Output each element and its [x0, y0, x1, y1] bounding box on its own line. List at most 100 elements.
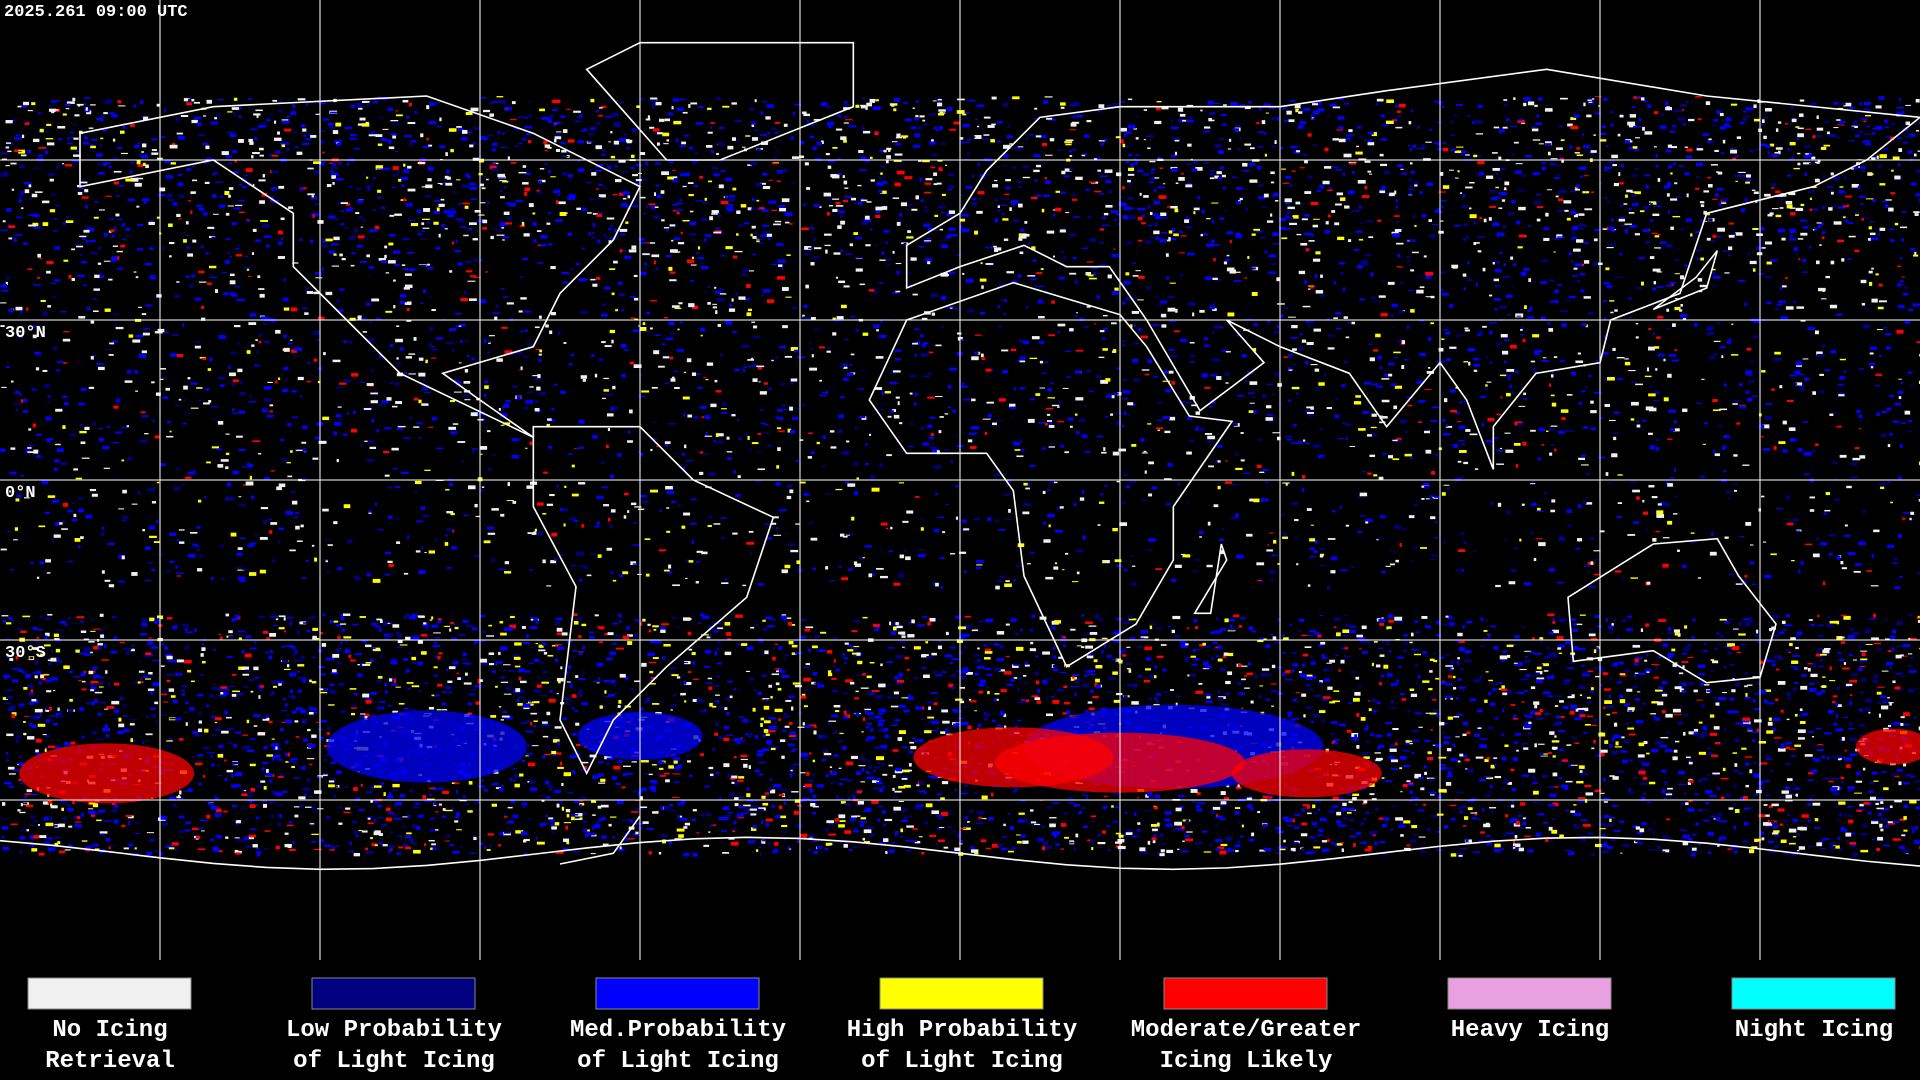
icing-pixel	[985, 368, 992, 372]
icing-pixel	[1771, 183, 1777, 187]
icing-pixel	[1586, 473, 1590, 475]
icing-pixel	[54, 279, 60, 282]
icing-pixel	[1483, 218, 1487, 223]
icing-pixel	[568, 174, 573, 178]
icing-pixel	[559, 212, 567, 216]
icing-pixel	[931, 139, 934, 143]
icing-pixel	[1074, 370, 1082, 373]
icing-pixel	[929, 436, 935, 440]
icing-pixel	[1822, 175, 1827, 178]
icing-pixel	[609, 329, 616, 334]
icing-pixel	[333, 431, 338, 436]
icing-pixel	[1839, 186, 1844, 188]
icing-pixel	[196, 204, 203, 207]
icing-pixel	[773, 534, 782, 536]
icing-pixel	[1916, 169, 1920, 174]
icing-pixel	[731, 102, 737, 105]
icing-pixel	[113, 181, 119, 185]
icing-pixel	[511, 438, 520, 442]
icing-pixel	[243, 175, 249, 177]
icing-pixel	[1047, 397, 1056, 399]
icing-pixel	[1062, 256, 1067, 260]
icing-pixel	[933, 126, 938, 130]
icing-pixel	[1809, 197, 1812, 200]
icing-pixel	[829, 430, 835, 433]
icing-pixel	[444, 175, 449, 179]
icing-pixel	[1135, 116, 1138, 118]
icing-pixel	[105, 195, 112, 197]
icing-pixel	[611, 112, 620, 117]
icing-pixel	[1267, 320, 1271, 323]
icing-pixel	[832, 332, 837, 336]
icing-pixel	[19, 164, 25, 168]
icing-pixel	[289, 549, 296, 552]
icing-pixel	[886, 147, 892, 150]
icing-pixel	[555, 148, 561, 152]
icing-pixel	[919, 177, 923, 182]
icing-pixel	[553, 124, 557, 127]
icing-pixel	[1425, 498, 1431, 500]
icing-pixel	[969, 432, 976, 436]
icing-pixel	[68, 274, 72, 279]
icing-pixel	[1810, 102, 1817, 106]
icing-pixel	[1587, 101, 1594, 105]
icing-pixel	[1606, 201, 1611, 204]
icing-pixel	[1890, 501, 1893, 504]
icing-pixel	[216, 114, 221, 118]
icing-pixel	[458, 202, 463, 205]
icing-pixel	[1120, 139, 1124, 144]
icing-pixel	[881, 391, 885, 395]
icing-pixel	[1653, 400, 1660, 402]
icing-pixel	[238, 448, 246, 451]
icing-pixel	[188, 98, 192, 103]
icing-pixel	[332, 130, 339, 134]
icing-pixel	[914, 353, 917, 357]
icing-pixel	[393, 467, 398, 470]
icing-pixel	[62, 395, 68, 399]
icing-pixel	[962, 141, 970, 144]
icing-pixel	[1419, 191, 1423, 195]
icing-pixel	[1527, 316, 1535, 319]
icing-pixel	[802, 316, 810, 320]
icing-pixel	[949, 128, 957, 131]
icing-pixel	[1125, 145, 1130, 148]
icing-pixel	[1765, 276, 1773, 279]
icing-pixel	[1530, 429, 1536, 432]
icing-pixel	[711, 210, 719, 214]
icing-pixel	[205, 145, 210, 150]
icing-pixel	[809, 227, 815, 230]
icing-pixel	[1625, 194, 1628, 198]
icing-pixel	[1272, 392, 1275, 396]
icing-pixel	[1432, 406, 1439, 409]
icing-pixel	[480, 212, 485, 214]
icing-pixel	[1203, 130, 1210, 133]
icing-pixel	[1773, 357, 1782, 362]
icing-pixel	[40, 299, 46, 302]
icing-pixel	[1249, 402, 1255, 404]
icing-pixel	[125, 178, 133, 182]
icing-pixel	[567, 196, 575, 201]
icing-pixel	[360, 226, 364, 228]
icing-pixel	[535, 349, 541, 351]
icing-pixel	[260, 316, 267, 320]
icing-pixel	[1395, 199, 1398, 203]
icing-pixel	[1325, 221, 1329, 225]
icing-pixel	[1241, 353, 1247, 358]
icing-pixel	[189, 284, 194, 289]
icing-pixel	[182, 422, 187, 425]
icing-pixel	[1454, 224, 1461, 227]
icing-pixel	[1664, 105, 1668, 108]
icing-pixel	[1241, 196, 1245, 199]
icing-pixel	[116, 250, 123, 253]
icing-pixel	[550, 311, 557, 316]
icing-pixel	[1640, 97, 1645, 101]
icing-pixel	[809, 135, 815, 139]
icing-pixel	[756, 238, 760, 243]
icing-pixel	[920, 352, 929, 357]
icing-pixel	[840, 136, 847, 140]
icing-pixel	[806, 187, 811, 190]
icing-pixel	[1046, 230, 1055, 234]
icing-pixel	[1235, 187, 1243, 190]
icing-pixel	[940, 272, 948, 277]
icing-pixel	[1716, 236, 1722, 238]
